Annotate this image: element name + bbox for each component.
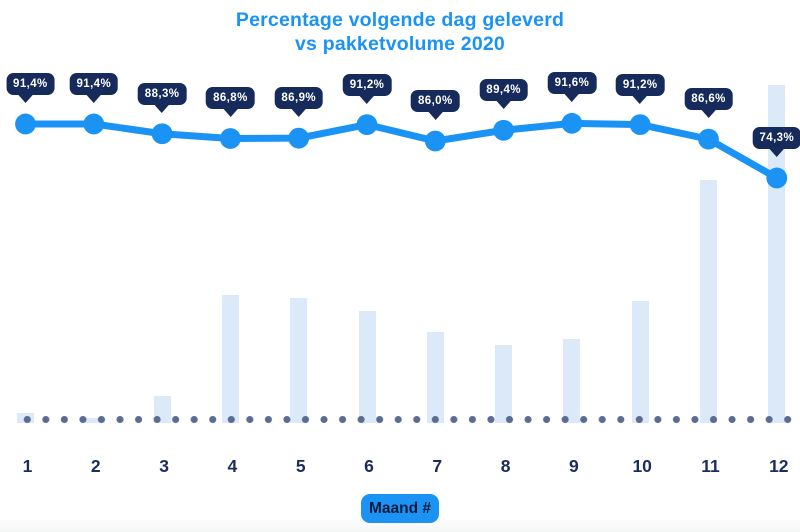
value-tooltip: 86,6% <box>684 88 733 111</box>
x-tick-label: 6 <box>364 456 374 476</box>
value-tooltip: 91,4% <box>69 72 119 95</box>
volume-bar <box>358 311 376 423</box>
value-tooltip: 86,0% <box>410 90 460 112</box>
value-tooltip: 91,6% <box>547 72 597 95</box>
chart-title-line2: vs pakketvolume 2020 <box>295 33 505 55</box>
x-tick-label: 1 <box>22 456 33 476</box>
percentage-line <box>22 119 781 182</box>
value-tooltip: 86,9% <box>274 87 323 110</box>
chart-title: Percentage volgende dag geleverd vs pakke… <box>0 8 800 56</box>
line-point <box>424 130 446 152</box>
value-tooltip: 74,3% <box>752 126 800 149</box>
baseline-dots <box>18 415 797 424</box>
line-point <box>561 112 583 134</box>
line-point <box>493 119 514 141</box>
chart-title-line1: Percentage volgende dag geleverd <box>235 9 565 31</box>
value-tooltip: 86,8% <box>206 87 255 110</box>
x-tick-label: 12 <box>769 456 789 476</box>
volume-bar <box>631 301 649 423</box>
line-point <box>151 123 173 145</box>
x-tick-label: 10 <box>632 456 652 476</box>
x-tick-label: 3 <box>159 456 169 476</box>
volume-bar <box>426 331 444 423</box>
line-point <box>83 113 105 135</box>
volume-bar <box>563 338 581 423</box>
line-point <box>288 127 310 149</box>
line-point <box>629 114 651 135</box>
value-tooltip: 91,2% <box>342 73 392 96</box>
x-tick-label: 2 <box>90 456 101 476</box>
x-axis-title: Maand # <box>368 499 431 517</box>
volume-bar <box>495 345 513 423</box>
line-point <box>15 113 36 135</box>
x-tick-label: 7 <box>432 456 443 476</box>
volume-bar <box>221 294 239 423</box>
x-tick-label: 4 <box>227 456 238 476</box>
line-point <box>220 128 241 149</box>
x-axis-title-pill: Maand # <box>361 494 439 523</box>
value-tooltip: 91,2% <box>615 73 665 96</box>
value-tooltip: 91,4% <box>6 72 55 95</box>
x-tick-label: 9 <box>569 456 579 476</box>
volume-bar <box>700 179 717 423</box>
x-tick-label: 5 <box>295 456 306 476</box>
line-point <box>356 114 378 135</box>
x-tick-label: 11 <box>701 456 720 476</box>
bottom-edge-shade <box>0 518 800 532</box>
value-tooltip: 88,3% <box>137 82 187 105</box>
line-point <box>698 128 719 150</box>
volume-bar <box>290 297 308 423</box>
value-tooltip: 89,4% <box>479 79 528 102</box>
line-point <box>766 167 788 189</box>
x-tick-label: 8 <box>500 456 511 476</box>
